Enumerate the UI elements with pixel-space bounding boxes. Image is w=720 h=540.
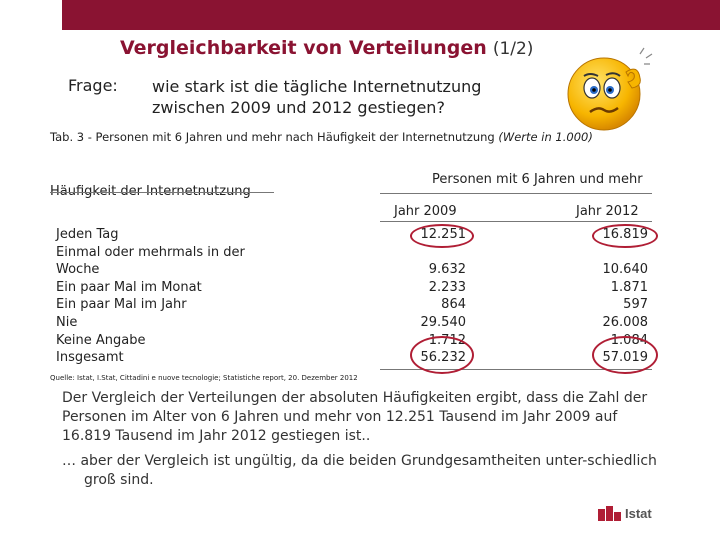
highlight-circle bbox=[592, 336, 658, 374]
confused-smiley-icon bbox=[567, 47, 653, 131]
istat-logo: Istat bbox=[598, 504, 652, 522]
table-cell: 9.632 bbox=[428, 262, 466, 278]
header-bar bbox=[62, 0, 720, 30]
table-right-header: Personen mit 6 Jahren und mehr bbox=[432, 172, 643, 187]
row-label: Einmal oder mehrmals in der bbox=[56, 244, 245, 260]
divider bbox=[50, 192, 274, 193]
row-label: Keine Angabe bbox=[56, 332, 146, 348]
row-label: Insgesamt bbox=[56, 350, 124, 366]
body-paragraph-conclusion: … aber der Vergleich ist ungültig, da di… bbox=[62, 453, 657, 488]
table-caption-note: (Werte in 1.000) bbox=[498, 130, 593, 144]
table-left-header: Häufigkeit der Internetnutzung bbox=[50, 184, 251, 199]
row-label: Ein paar Mal im Monat bbox=[56, 279, 202, 295]
row-labels: Jeden Tag Einmal oder mehrmals in der Wo… bbox=[56, 226, 286, 367]
divider bbox=[380, 193, 652, 194]
slide-title: Vergleichbarkeit von Verteilungen (1/2) bbox=[120, 37, 533, 59]
table-cell: 26.008 bbox=[602, 314, 649, 330]
divider bbox=[380, 369, 652, 370]
question-line-1: wie stark ist die tägliche Internetnutzu… bbox=[152, 77, 482, 96]
table-cell: 2.233 bbox=[428, 279, 466, 295]
table-cell: 597 bbox=[623, 297, 648, 313]
row-label: Jeden Tag bbox=[56, 227, 119, 242]
istat-logo-icon bbox=[598, 506, 621, 521]
table-cell: 1.871 bbox=[610, 279, 648, 295]
column-header-2009: Jahr 2009 bbox=[394, 204, 457, 219]
highlight-circle bbox=[410, 336, 474, 374]
source-note: Quelle: Istat, I.Stat, Cittadini e nuove… bbox=[50, 374, 358, 382]
column-header-2012: Jahr 2012 bbox=[576, 204, 639, 219]
slide-part-indicator: (1/2) bbox=[492, 39, 534, 59]
body-paragraph: Der Vergleich der Verteilungen der absol… bbox=[62, 390, 648, 444]
table-caption: Tab. 3 - Personen mit 6 Jahren und mehr … bbox=[50, 130, 690, 144]
row-label: Nie bbox=[56, 314, 78, 330]
table-cell: 10.640 bbox=[602, 262, 649, 278]
table-caption-text: Tab. 3 - Personen mit 6 Jahren und mehr … bbox=[50, 130, 495, 144]
istat-logo-text: Istat bbox=[625, 505, 652, 521]
question-text: wie stark ist die tägliche Internetnutzu… bbox=[152, 76, 552, 118]
highlight-circle bbox=[410, 224, 474, 248]
row-label: Ein paar Mal im Jahr bbox=[56, 297, 187, 313]
table-cell: 864 bbox=[441, 297, 466, 313]
table-cell: 29.540 bbox=[420, 314, 467, 330]
row-label-continued: Woche bbox=[56, 262, 100, 278]
question-label: Frage: bbox=[68, 76, 118, 95]
slide-title-text: Vergleichbarkeit von Verteilungen bbox=[120, 37, 487, 59]
question-line-2: zwischen 2009 und 2012 gestiegen? bbox=[152, 98, 445, 117]
divider bbox=[380, 221, 652, 222]
highlight-circle bbox=[592, 224, 658, 248]
